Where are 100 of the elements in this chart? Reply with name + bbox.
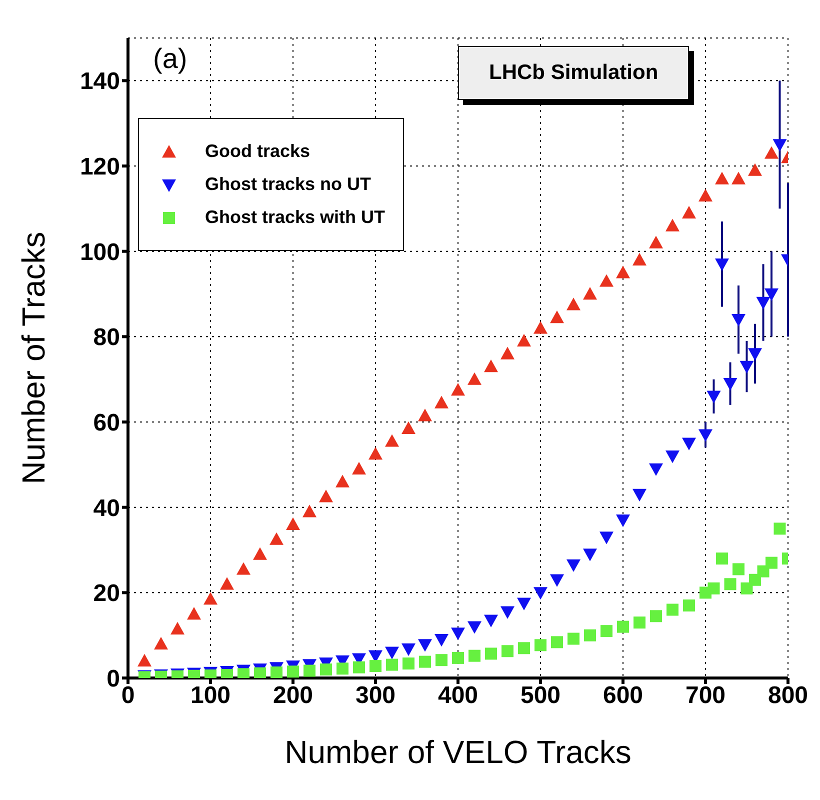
- point: [468, 650, 480, 662]
- point: [723, 378, 738, 391]
- point: [154, 636, 168, 650]
- point: [666, 604, 678, 616]
- point: [732, 172, 746, 184]
- point: [286, 517, 300, 530]
- point: [600, 274, 614, 287]
- point: [187, 607, 201, 620]
- point: [666, 218, 680, 232]
- point: [649, 463, 663, 476]
- point: [352, 462, 366, 475]
- point: [583, 548, 597, 562]
- point: [600, 532, 614, 544]
- point: [402, 643, 416, 656]
- point: [764, 288, 778, 301]
- point: [550, 574, 564, 587]
- point: [682, 206, 696, 219]
- x-tick-label: 600: [602, 682, 644, 710]
- point: [616, 266, 630, 278]
- point: [666, 450, 680, 464]
- point: [772, 139, 787, 152]
- point: [484, 360, 498, 372]
- point: [566, 298, 580, 310]
- point: [485, 648, 497, 660]
- point: [500, 606, 514, 619]
- point: [600, 625, 612, 638]
- point: [749, 574, 761, 586]
- point: [336, 474, 350, 488]
- point: [402, 421, 416, 434]
- point: [774, 522, 786, 535]
- point: [502, 645, 514, 658]
- y-tick-label: 40: [93, 494, 120, 522]
- point: [270, 666, 282, 678]
- point: [138, 654, 152, 667]
- x-tick-label: 100: [190, 682, 231, 710]
- x-tick-label: 300: [355, 682, 396, 710]
- point: [385, 434, 399, 447]
- x-tick-label: 400: [438, 682, 478, 710]
- point: [584, 629, 596, 642]
- point: [370, 660, 382, 672]
- point: [402, 657, 414, 670]
- point: [468, 621, 482, 634]
- point: [500, 346, 514, 360]
- point: [287, 666, 299, 678]
- legend-label: Ghost tracks with UT: [205, 207, 386, 228]
- annotation: LHCb Simulation: [458, 46, 690, 100]
- point: [634, 616, 646, 629]
- point: [418, 408, 432, 422]
- point: [253, 547, 267, 560]
- point: [451, 383, 465, 396]
- point: [418, 639, 432, 652]
- x-tick-label: 800: [768, 682, 808, 710]
- point: [534, 321, 548, 334]
- point: [756, 296, 770, 310]
- point: [436, 654, 448, 666]
- point: [320, 663, 332, 676]
- point: [336, 662, 348, 675]
- point: [270, 532, 284, 545]
- point: [534, 587, 548, 600]
- point: [715, 172, 729, 184]
- point: [518, 642, 530, 654]
- point: [649, 236, 663, 248]
- y-tick-label: 20: [93, 580, 120, 608]
- point: [740, 582, 753, 594]
- point: [764, 146, 778, 159]
- point: [534, 639, 546, 652]
- point: [254, 667, 266, 678]
- point: [706, 390, 721, 404]
- point: [682, 438, 696, 450]
- point: [698, 429, 712, 442]
- point: [698, 188, 712, 202]
- legend-label: Good tracks: [205, 141, 310, 162]
- point: [452, 652, 464, 664]
- point: [434, 396, 448, 408]
- point: [732, 314, 746, 327]
- point: [484, 614, 498, 628]
- x-tick-label: 200: [272, 682, 314, 710]
- y-tick-label: 80: [93, 324, 120, 352]
- point: [419, 656, 431, 668]
- y-tick-label: 140: [80, 68, 120, 96]
- point: [451, 628, 465, 640]
- point: [551, 636, 563, 648]
- x-axis-title: Number of VELO Tracks: [284, 734, 632, 770]
- point: [386, 658, 398, 671]
- point: [716, 552, 728, 565]
- point: [517, 334, 531, 347]
- annotation: (a): [153, 43, 188, 75]
- point: [715, 258, 729, 272]
- point: [304, 664, 316, 677]
- point: [757, 565, 770, 578]
- point: [740, 360, 754, 374]
- point: [632, 252, 646, 266]
- point: [708, 582, 720, 594]
- point: [236, 562, 250, 575]
- y-tick-label: 120: [80, 154, 120, 181]
- x-tick-label: 700: [685, 682, 726, 710]
- point: [748, 348, 762, 361]
- point: [220, 577, 234, 590]
- point: [724, 578, 736, 590]
- point: [385, 646, 399, 660]
